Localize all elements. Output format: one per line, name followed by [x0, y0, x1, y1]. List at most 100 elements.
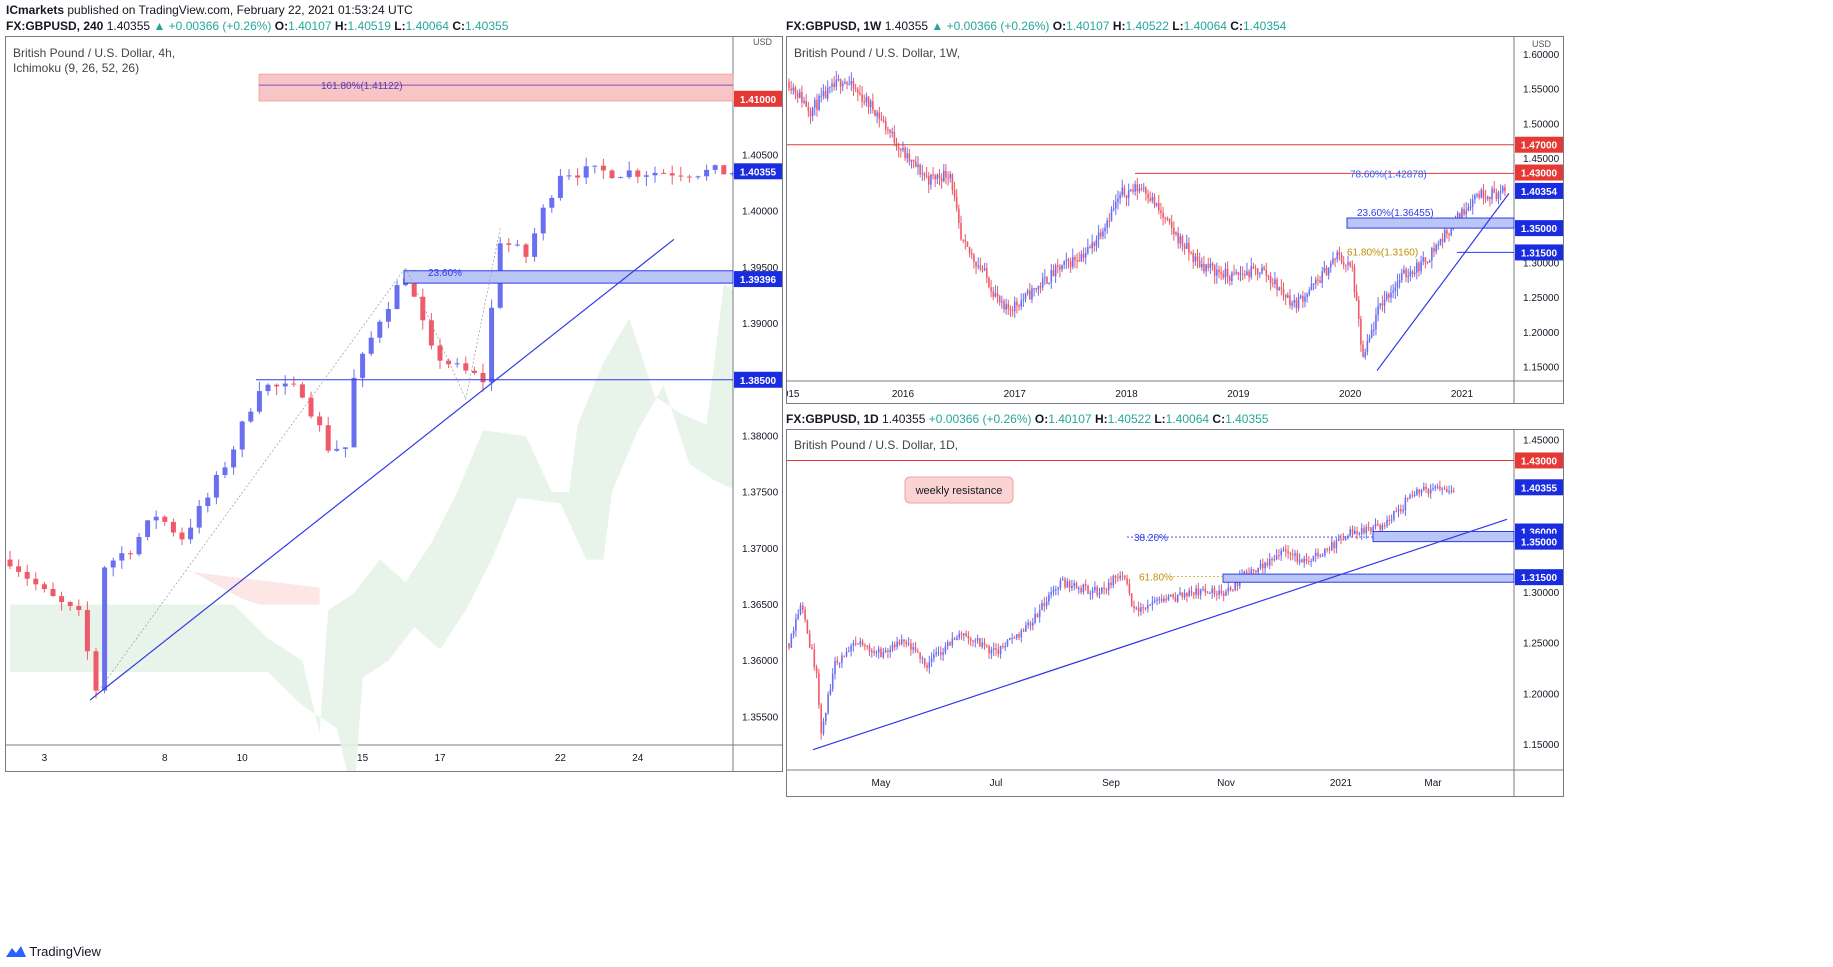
candle: [910, 159, 913, 162]
candle: [1071, 586, 1073, 588]
author-name[interactable]: ICmarkets: [6, 3, 65, 17]
x-tick-label: 2021: [1451, 389, 1474, 400]
candle: [1268, 558, 1271, 566]
indicator-label[interactable]: Ichimoku (9, 26, 52, 26): [13, 61, 140, 75]
candle: [1499, 191, 1502, 193]
candle: [1002, 645, 1004, 648]
candle: [882, 652, 885, 658]
candle: [1383, 525, 1386, 527]
y-tick-label: 1.60000: [1523, 50, 1560, 61]
candle: [127, 553, 133, 555]
symbol-label[interactable]: FX:GBPUSD, 240: [6, 19, 104, 33]
candle: [1335, 540, 1338, 549]
candle: [575, 175, 581, 178]
candle: [1480, 189, 1483, 198]
candle: [1493, 188, 1495, 193]
support-zone: [403, 270, 734, 284]
candle: [1282, 289, 1285, 295]
y-tick-label: 1.39000: [742, 319, 779, 330]
candle: [1181, 592, 1184, 598]
candle: [1114, 576, 1117, 578]
candle: [1158, 598, 1161, 600]
candle: [808, 633, 811, 648]
candle: [836, 660, 839, 663]
candle: [1134, 184, 1136, 192]
candle: [1089, 247, 1091, 249]
candle: [960, 223, 962, 240]
candle: [1448, 491, 1450, 493]
candle: [799, 605, 802, 615]
chart-panel-weekly[interactable]: 1.150001.200001.250001.300001.350001.400…: [786, 36, 1564, 404]
candle: [827, 694, 829, 713]
symbol-label[interactable]: FX:GBPUSD, 1W: [786, 19, 882, 33]
support-zone: [1346, 217, 1515, 229]
candle: [983, 268, 986, 271]
price-tag: [1515, 479, 1563, 496]
candle: [1436, 486, 1439, 488]
tradingview-icon: [6, 946, 26, 957]
candle: [1041, 278, 1044, 288]
candle: [1264, 562, 1266, 569]
candle: [995, 648, 997, 650]
chart-panel-4h[interactable]: 1.35500 1.36000 1.36500 1.37000 1.37500 1.380…: [5, 36, 783, 772]
candle: [566, 175, 572, 177]
candle: [1295, 300, 1298, 309]
candle: [1302, 295, 1304, 302]
candle: [864, 645, 866, 647]
candle: [933, 654, 935, 659]
header-w1: FX:GBPUSD, 1W 1.40355 ▲ +0.00366 (+0.26%…: [786, 19, 1287, 33]
candle: [1133, 606, 1135, 609]
candle: [898, 641, 901, 645]
chart-panel-daily[interactable]: 1.150001.200001.250001.300001.350001.400…: [786, 429, 1564, 797]
candle: [1263, 267, 1265, 270]
candle: [110, 560, 116, 568]
price-value: 1.40355: [882, 412, 926, 426]
candle: [1128, 583, 1131, 594]
high-value: 1.40522: [1125, 19, 1169, 33]
candle: [838, 662, 841, 664]
candle: [949, 174, 952, 179]
chart-svg-4h[interactable]: 1.35500 1.36000 1.36500 1.37000 1.37500 1.380…: [6, 37, 782, 771]
candle: [136, 536, 142, 555]
candle: [1140, 607, 1142, 612]
candle: [532, 233, 538, 257]
candle: [900, 149, 902, 151]
price-tag-label: 1.31500: [1521, 248, 1558, 259]
candle: [1140, 188, 1143, 190]
candle: [1390, 519, 1393, 521]
candle: [795, 618, 797, 631]
candle: [1428, 260, 1431, 263]
tradingview-logo[interactable]: TradingView: [6, 944, 101, 959]
candle: [265, 384, 271, 392]
candle: [1377, 523, 1379, 525]
candle: [1052, 589, 1055, 592]
candle: [463, 363, 469, 371]
candle: [1291, 302, 1293, 306]
trendline: [812, 518, 1508, 751]
candle: [1162, 213, 1164, 218]
candle: [1381, 303, 1384, 306]
candle: [1409, 271, 1412, 277]
candle: [1474, 195, 1476, 200]
candle: [997, 649, 1000, 655]
candle: [868, 646, 871, 652]
candle: [811, 647, 813, 650]
symbol-label[interactable]: FX:GBPUSD, 1D: [786, 412, 879, 426]
candle: [988, 277, 990, 288]
candle: [1103, 587, 1105, 590]
chart-svg-weekly[interactable]: 1.150001.200001.250001.300001.350001.400…: [787, 37, 1563, 403]
candle: [1073, 583, 1075, 587]
candle: [248, 411, 254, 422]
chart-svg-daily[interactable]: 1.150001.200001.250001.300001.350001.400…: [787, 430, 1563, 796]
candle: [790, 634, 793, 648]
candle: [626, 170, 632, 178]
candle: [906, 153, 909, 159]
price-tag-label: 1.35000: [1521, 224, 1558, 235]
candle: [1185, 242, 1188, 249]
candle: [835, 79, 838, 87]
candle: [1170, 221, 1173, 229]
candle: [360, 353, 366, 378]
candle: [792, 87, 795, 91]
y-tick-label: 1.40000: [742, 207, 779, 218]
candle: [844, 82, 846, 84]
